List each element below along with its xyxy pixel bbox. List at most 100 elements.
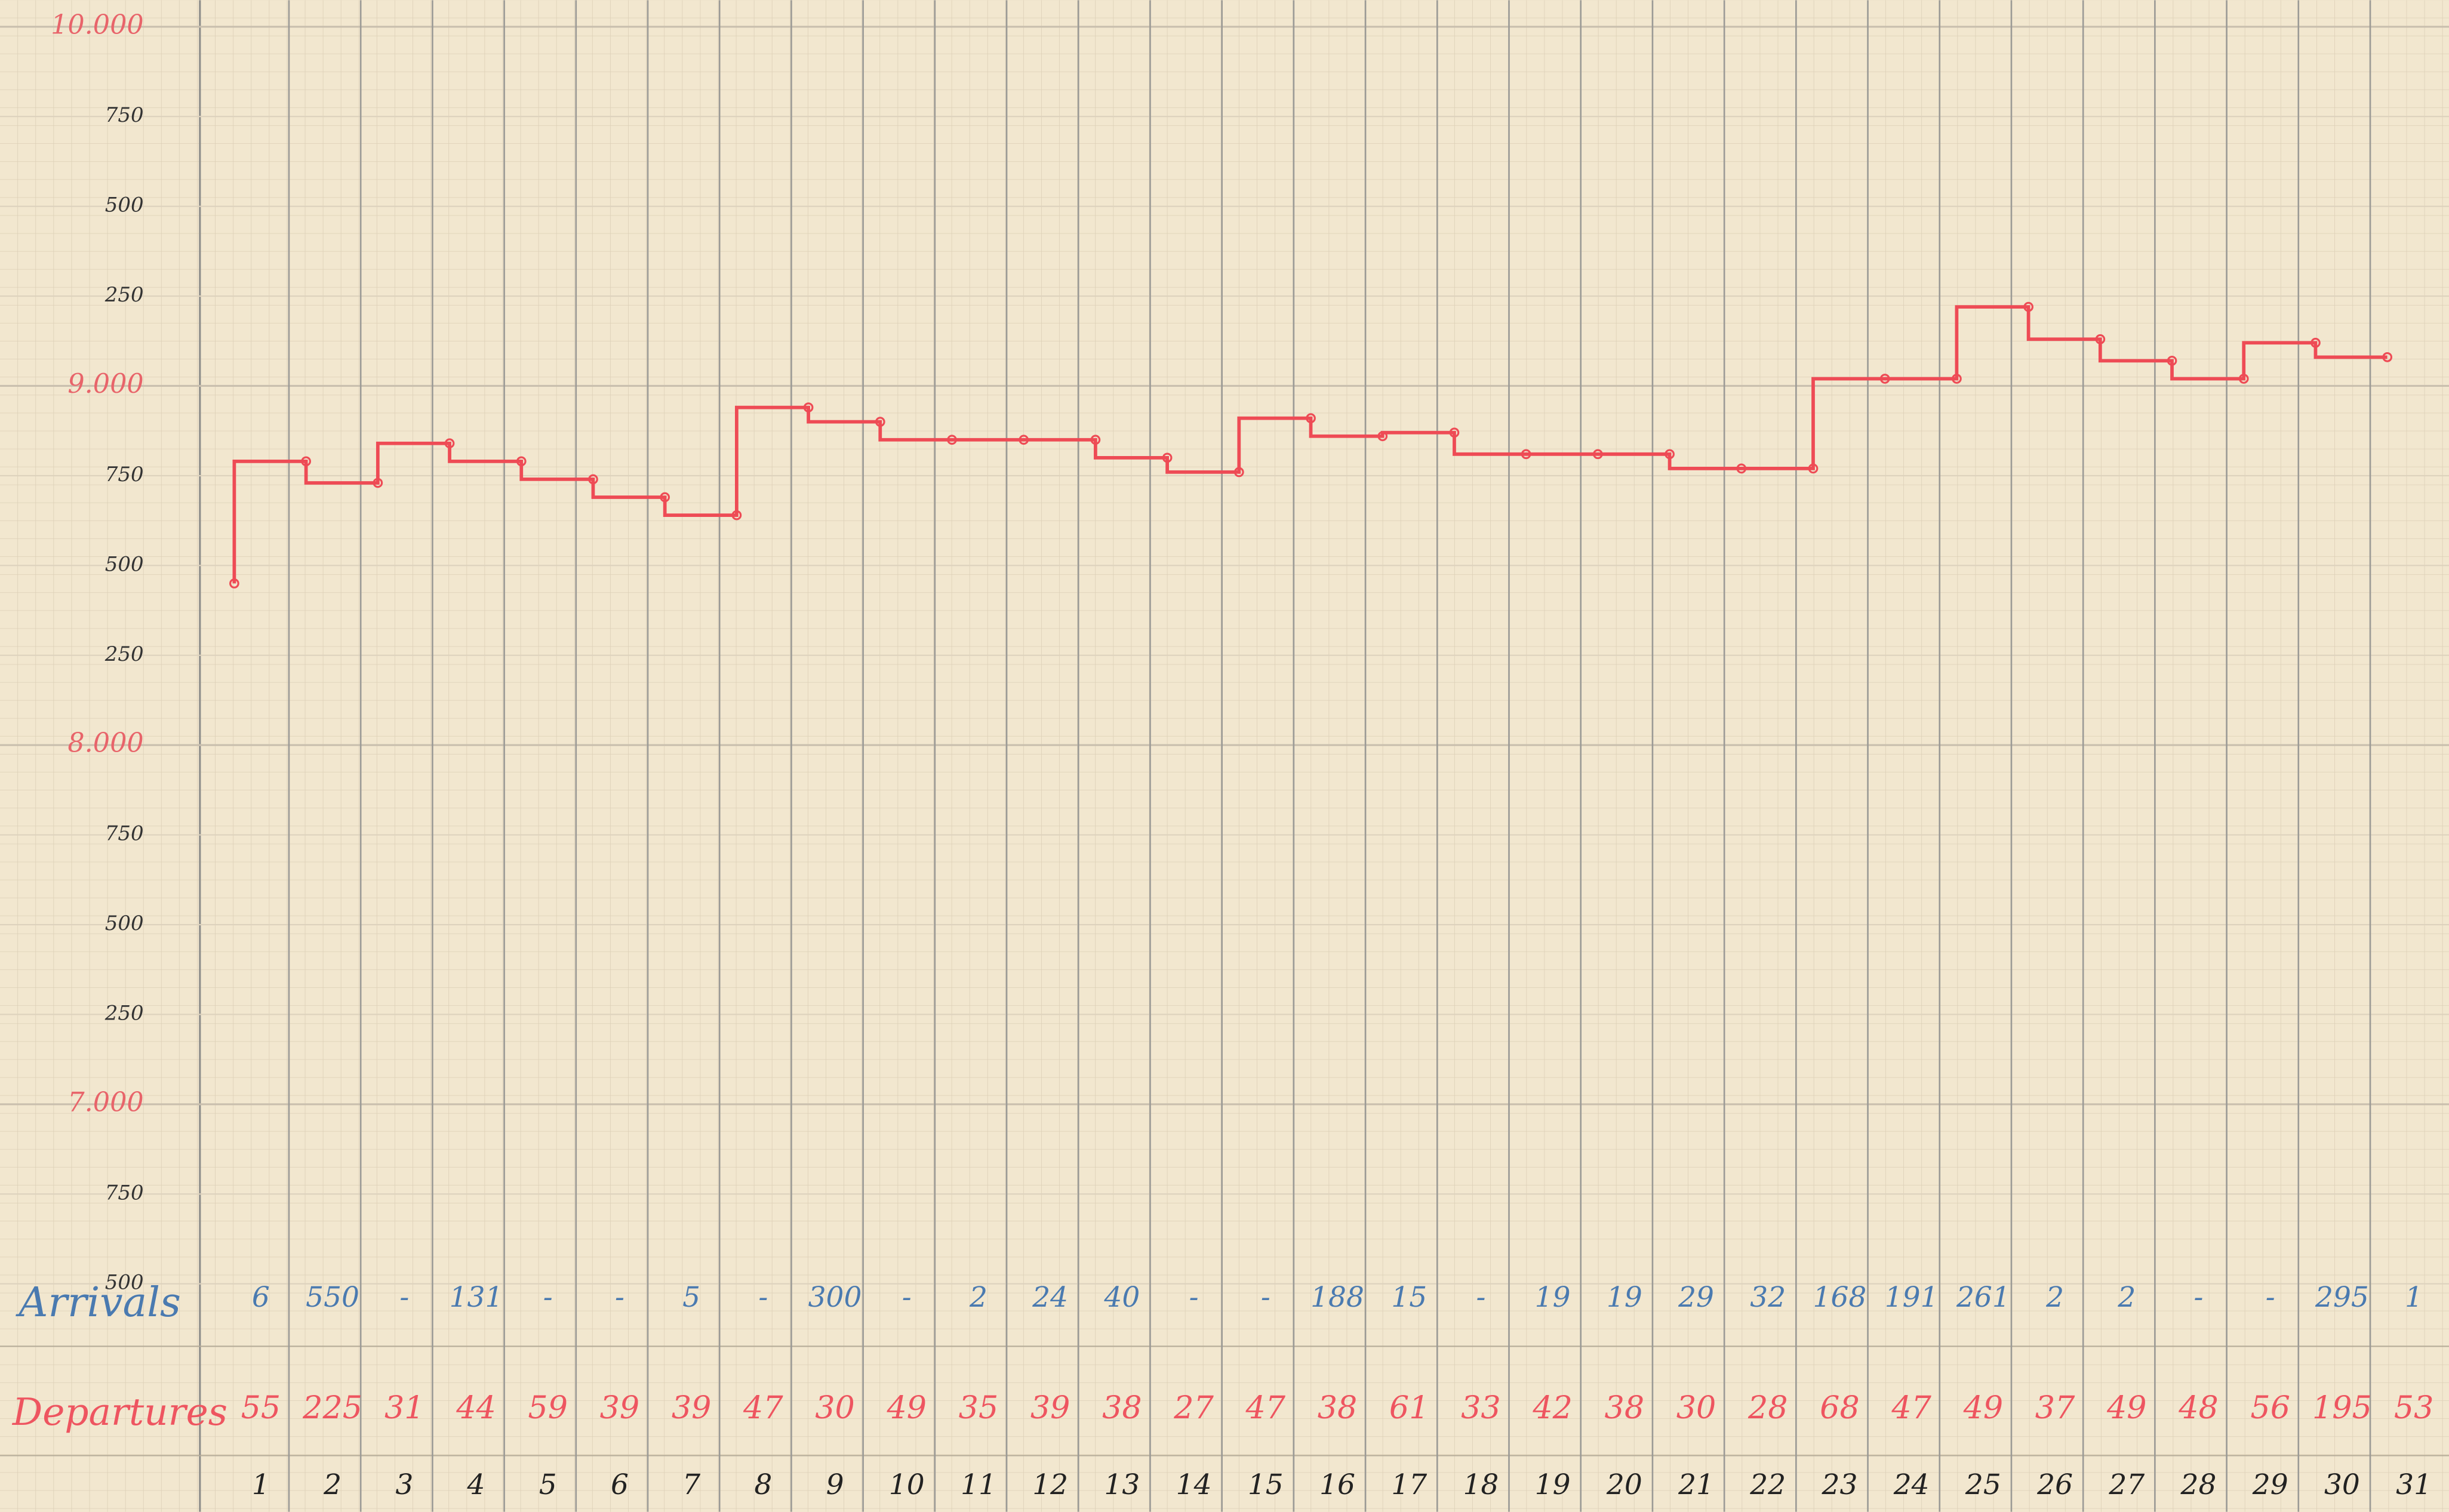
y-tick-label: 250 [104,642,144,666]
departures-value: 38 [1102,1390,1142,1426]
x-tick-label: 4 [467,1468,485,1501]
x-tick-label: 7 [682,1468,700,1501]
x-tick-label: 1 [252,1468,270,1501]
x-tick-label: 13 [1104,1468,1140,1501]
x-tick-label: 9 [826,1468,844,1501]
x-tick-label: 29 [2252,1468,2288,1501]
departures-value: 28 [1747,1390,1788,1426]
departures-value: 30 [1676,1390,1716,1426]
y-tick-label: 250 [104,1001,144,1025]
departures-value: 225 [302,1390,362,1426]
x-tick-label: 30 [2324,1468,2360,1501]
y-tick-label: 8.000 [67,728,143,759]
x-tick-label: 19 [1535,1468,1571,1501]
departures-value: 44 [456,1390,496,1426]
arrivals-value: 2 [2117,1281,2136,1314]
departures-value: 49 [886,1390,927,1426]
x-tick-label: 23 [1822,1468,1858,1501]
y-tick-label: 10.000 [51,10,144,40]
departures-value: 39 [1030,1390,1070,1426]
y-tick-label: 500 [105,193,144,217]
arrivals-value: 19 [1535,1281,1571,1314]
y-tick-label: 7.000 [67,1087,143,1117]
y-tick-label: 9.000 [67,369,143,399]
x-tick-label: 26 [2036,1468,2073,1501]
arrivals-value: 2 [969,1281,987,1314]
x-tick-label: 10 [889,1468,925,1501]
departures-value: 31 [384,1390,424,1426]
departures-value: 61 [1389,1390,1429,1426]
y-tick-label: 750 [105,1181,144,1205]
arrivals-value: 131 [450,1281,503,1314]
departures-value: 30 [815,1390,855,1426]
departures-value: 53 [2394,1390,2434,1426]
arrivals-value: - [2194,1281,2204,1314]
arrivals-value: - [758,1281,768,1314]
x-tick-label: 21 [1678,1468,1714,1501]
departures-value: 33 [1461,1390,1501,1426]
departures-value: 35 [959,1390,999,1426]
departures-value: 42 [1532,1390,1573,1426]
arrivals-value: - [399,1281,409,1314]
departures-value: 56 [2250,1390,2290,1426]
arrivals-value: 29 [1678,1281,1714,1314]
arrivals-value: - [615,1281,624,1314]
x-tick-label: 22 [1749,1468,1786,1501]
arrivals-value: 168 [1813,1281,1867,1314]
y-tick-label: 500 [105,911,144,935]
arrivals-value: 6 [252,1281,270,1314]
x-tick-label: 18 [1463,1468,1499,1501]
arrivals-value: 295 [2315,1281,2369,1314]
arrivals-value: 32 [1750,1281,1786,1314]
x-tick-label: 17 [1391,1468,1427,1501]
arrivals-value: 261 [1956,1281,2010,1314]
arrivals-value: - [543,1281,553,1314]
y-tick-label: 750 [105,463,144,486]
arrivals-value: 15 [1391,1281,1427,1314]
x-tick-label: 25 [1965,1468,2001,1501]
arrivals-value: 5 [682,1281,700,1314]
arrivals-value: 300 [808,1281,862,1314]
page: {"chart_data": { "type": "step", "color"… [0,0,2449,1512]
departures-value: 47 [743,1390,783,1426]
x-tick-label: 14 [1176,1468,1212,1501]
x-tick-label: 28 [2180,1468,2217,1501]
departures-value: 68 [1820,1390,1860,1426]
x-tick-label: 6 [611,1468,629,1501]
arrivals-value: - [1189,1281,1199,1314]
y-tick-label: 750 [105,822,144,846]
departures-value: 39 [600,1390,640,1426]
departures-value: 195 [2312,1390,2372,1426]
departures-value: 59 [528,1390,568,1426]
arrivals-value: - [1261,1281,1270,1314]
x-tick-label: 31 [2396,1468,2432,1501]
y-tick-label: 500 [105,1271,144,1295]
arrivals-value: - [2266,1281,2275,1314]
departures-value: 55 [241,1390,281,1426]
x-tick-label: 5 [539,1468,557,1501]
departures-value: 49 [2106,1390,2147,1426]
departures-value: 27 [1173,1390,1214,1426]
y-tick-label: 250 [104,283,144,307]
arrivals-value: - [902,1281,912,1314]
y-tick-label: 750 [105,103,144,127]
departures-value: 48 [2178,1390,2219,1426]
arrivals-value: 1 [2405,1281,2423,1314]
arrivals-value: 2 [2045,1281,2064,1314]
departures-value: 49 [1963,1390,2004,1426]
x-tick-label: 27 [2108,1468,2145,1501]
arrivals-value: 40 [1103,1281,1140,1314]
departures-value: 39 [672,1390,712,1426]
chart: Arrivals Departures 10.0007505002509.000… [0,0,2449,1512]
arrivals-value: 191 [1885,1281,1939,1314]
departures-value: 38 [1605,1390,1645,1426]
arrivals-value: 188 [1310,1281,1364,1314]
arrivals-value: 19 [1607,1281,1642,1314]
departures-label: Departures [12,1390,227,1434]
paper-grid [0,0,2449,1511]
y-tick-label: 500 [105,552,144,576]
departures-value: 37 [2035,1390,2075,1426]
arrivals-value: 24 [1032,1281,1068,1314]
x-tick-label: 16 [1319,1468,1355,1501]
x-tick-label: 8 [754,1468,772,1501]
